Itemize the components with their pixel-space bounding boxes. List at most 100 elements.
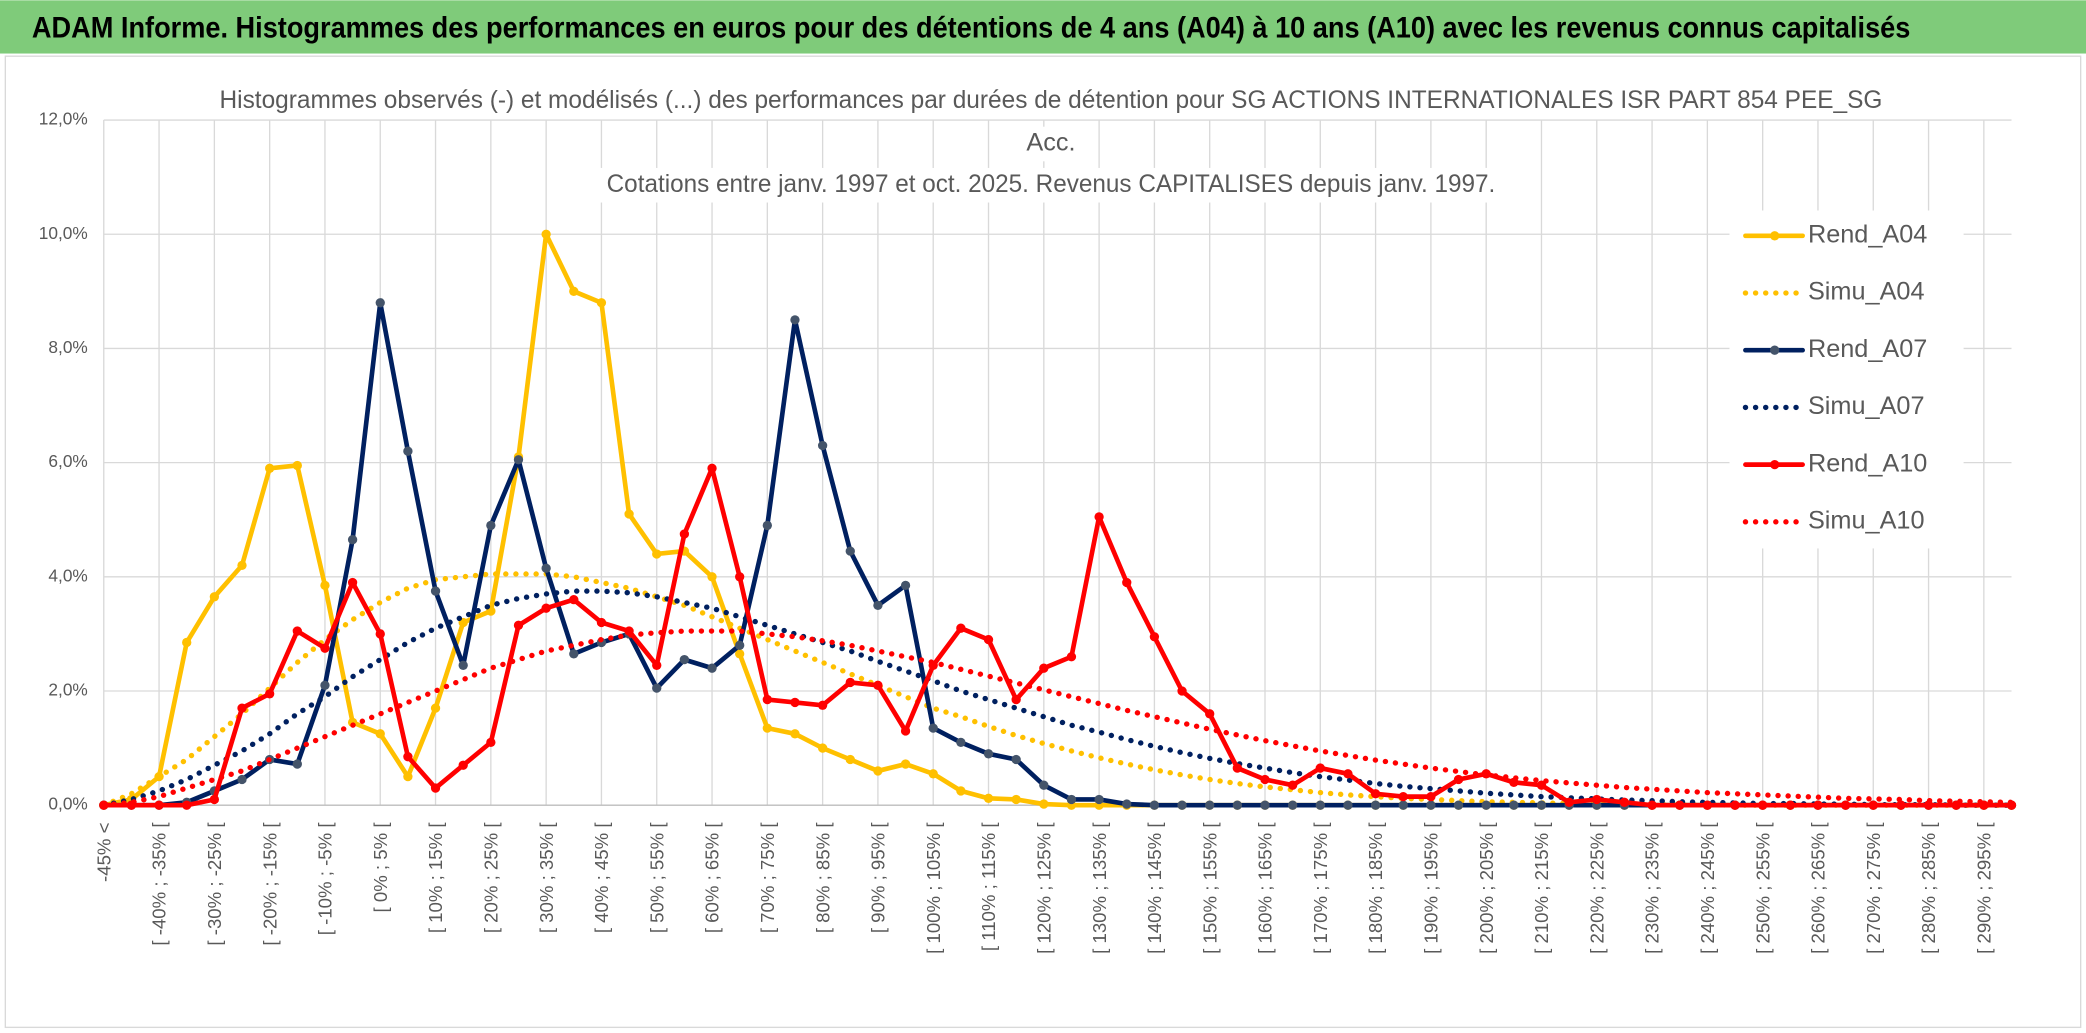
data-point	[762, 520, 772, 531]
data-point	[486, 520, 496, 531]
data-point	[182, 800, 192, 810]
data-point	[928, 723, 938, 733]
data-point	[900, 759, 911, 769]
y-tick-label: 2,0%	[48, 680, 87, 700]
x-tick-label: [ 140% ; 145% [	[1144, 822, 1165, 954]
data-point	[1813, 800, 1823, 810]
data-point	[762, 694, 772, 705]
x-tick-label: [ 260% ; 265% [	[1808, 822, 1829, 954]
data-point	[817, 700, 828, 710]
data-point	[1343, 769, 1353, 779]
banner-title: ADAM Informe. Histogrammes des performan…	[32, 12, 1910, 44]
data-point	[1592, 794, 1602, 805]
data-point	[1702, 800, 1713, 810]
data-point	[1260, 774, 1270, 785]
data-point	[1619, 797, 1630, 807]
data-point	[1564, 797, 1574, 807]
x-tick-label: [ -20% ; -15% [	[259, 822, 280, 946]
y-tick-label: 4,0%	[48, 565, 87, 585]
data-point	[845, 546, 855, 556]
data-point	[347, 577, 358, 588]
data-point	[1232, 763, 1243, 773]
data-point	[1370, 800, 1381, 810]
x-tick-label: [ 120% ; 125% [	[1033, 822, 1054, 954]
data-point	[707, 463, 717, 473]
chart-frame	[4, 55, 2082, 1029]
data-point	[430, 703, 441, 713]
data-point	[292, 759, 302, 769]
model-line	[101, 588, 2015, 808]
x-tick-label: [ 200% ; 205% [	[1476, 822, 1497, 954]
data-point	[1011, 794, 1021, 805]
y-tick-label: 0,0%	[48, 794, 87, 814]
data-point	[873, 680, 883, 690]
data-point	[983, 749, 994, 759]
data-point	[1536, 780, 1547, 790]
data-point	[735, 649, 745, 659]
x-tick-label: [ -30% ; -25% [	[204, 822, 225, 946]
data-point	[817, 743, 828, 753]
data-point	[1758, 800, 1768, 810]
legend-label: Simu_A07	[1808, 392, 1925, 420]
data-point	[1675, 800, 1685, 810]
data-point	[873, 600, 883, 611]
x-tick-label: [ 20% ; 25% [	[480, 822, 501, 934]
data-point	[1260, 800, 1270, 810]
data-point	[1896, 800, 1906, 810]
data-point	[237, 560, 247, 571]
data-point	[817, 440, 828, 451]
data-point	[1785, 800, 1795, 810]
x-tick-label: [ 0% ; 5% [	[370, 822, 391, 913]
data-point	[735, 572, 745, 582]
x-tick-label: [ -40% ; -35% [	[149, 822, 170, 946]
x-tick-label: [ 290% ; 295% [	[1974, 822, 1995, 954]
data-point	[845, 677, 855, 688]
data-point	[209, 794, 220, 805]
data-point	[1066, 652, 1077, 662]
data-point	[182, 637, 192, 648]
data-point	[513, 620, 524, 630]
x-tick-label: [ 40% ; 45% [	[591, 822, 612, 934]
data-point	[679, 529, 690, 539]
data-point	[1094, 512, 1104, 522]
x-tick-label: [ 130% ; 135% [	[1089, 822, 1110, 954]
data-point	[928, 769, 938, 779]
data-point	[652, 683, 662, 693]
legend-label: Rend_A04	[1808, 220, 1927, 248]
data-point	[430, 586, 441, 596]
data-point	[265, 689, 275, 699]
data-point	[1398, 791, 1408, 802]
data-point	[956, 737, 966, 748]
legend-label: Simu_A10	[1808, 506, 1925, 534]
title-background	[211, 84, 1891, 119]
data-point	[1647, 800, 1657, 810]
x-tick-label: [ 70% ; 75% [	[757, 822, 778, 934]
data-point	[458, 660, 468, 670]
data-point	[320, 680, 330, 690]
data-point	[1149, 800, 1160, 810]
x-tick-label: [ 210% ; 215% [	[1531, 822, 1552, 954]
data-point	[209, 592, 220, 602]
data-point	[1426, 791, 1436, 802]
chart-title: Histogrammes observés (-) et modélisés (…	[220, 86, 1883, 114]
data-point	[1177, 800, 1187, 810]
x-tick-label: [ 240% ; 245% [	[1697, 822, 1718, 954]
data-point	[1205, 709, 1215, 719]
data-point	[596, 617, 607, 628]
chart-title: Acc.	[1026, 129, 1075, 157]
data-point	[403, 446, 413, 456]
data-point	[1536, 800, 1547, 810]
data-point	[320, 643, 330, 653]
data-point	[956, 786, 966, 796]
data-point	[1315, 800, 1325, 810]
x-tick-label: [ 160% ; 165% [	[1255, 822, 1276, 954]
x-tick-label: -45% <	[93, 822, 114, 881]
data-point	[845, 754, 855, 765]
data-point	[513, 455, 524, 465]
data-point	[375, 729, 385, 739]
data-point	[1122, 799, 1132, 809]
data-point	[486, 737, 496, 748]
x-tick-label: [ 50% ; 55% [	[646, 822, 667, 934]
data-point	[1315, 763, 1325, 773]
